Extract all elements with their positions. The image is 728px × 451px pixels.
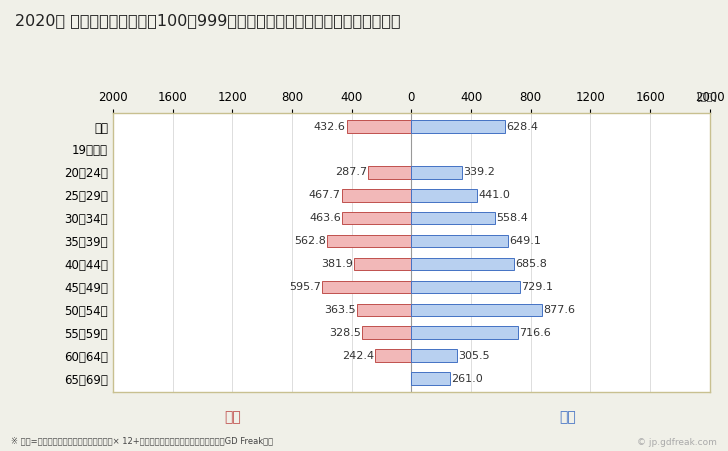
Text: 595.7: 595.7 bbox=[289, 282, 321, 292]
Text: 441.0: 441.0 bbox=[478, 190, 510, 200]
Bar bbox=[411, 212, 494, 225]
Text: 305.5: 305.5 bbox=[458, 351, 490, 361]
Text: 363.5: 363.5 bbox=[324, 305, 356, 315]
Bar bbox=[328, 235, 411, 248]
Text: 649.1: 649.1 bbox=[510, 236, 541, 246]
Bar bbox=[411, 235, 508, 248]
Bar bbox=[355, 258, 411, 270]
Text: 2020年 民間企業（従業者数100〜999人）フルタイム労働者の男女別平均年収: 2020年 民間企業（従業者数100〜999人）フルタイム労働者の男女別平均年収 bbox=[15, 14, 400, 28]
Text: 242.4: 242.4 bbox=[342, 351, 374, 361]
Text: 729.1: 729.1 bbox=[521, 282, 553, 292]
Text: 381.9: 381.9 bbox=[321, 259, 353, 269]
Text: [万円]: [万円] bbox=[696, 92, 717, 101]
Text: 558.4: 558.4 bbox=[496, 213, 528, 223]
Text: 女性: 女性 bbox=[224, 410, 242, 424]
Bar bbox=[411, 350, 457, 362]
Bar bbox=[357, 304, 411, 316]
Bar bbox=[363, 327, 411, 339]
Text: 463.6: 463.6 bbox=[309, 213, 341, 223]
Text: © jp.gdfreak.com: © jp.gdfreak.com bbox=[637, 438, 717, 447]
Text: 628.4: 628.4 bbox=[506, 121, 538, 132]
Text: 467.7: 467.7 bbox=[309, 190, 340, 200]
Text: 716.6: 716.6 bbox=[520, 328, 551, 338]
Bar bbox=[411, 373, 451, 385]
Bar bbox=[341, 189, 411, 202]
Text: 287.7: 287.7 bbox=[335, 167, 367, 177]
Bar bbox=[411, 304, 542, 316]
Bar bbox=[411, 120, 505, 133]
Bar bbox=[411, 166, 462, 179]
Text: 男性: 男性 bbox=[559, 410, 577, 424]
Text: 432.6: 432.6 bbox=[314, 121, 346, 132]
Bar bbox=[411, 258, 514, 270]
Bar bbox=[368, 166, 411, 179]
Bar bbox=[342, 212, 411, 225]
Bar bbox=[323, 281, 411, 293]
Text: 328.5: 328.5 bbox=[329, 328, 361, 338]
Text: 877.6: 877.6 bbox=[544, 305, 576, 315]
Bar bbox=[411, 327, 518, 339]
Text: 261.0: 261.0 bbox=[451, 373, 483, 384]
Bar bbox=[347, 120, 411, 133]
Bar bbox=[375, 350, 411, 362]
Text: 339.2: 339.2 bbox=[463, 167, 495, 177]
Bar bbox=[411, 189, 477, 202]
Bar bbox=[411, 281, 520, 293]
Text: 685.8: 685.8 bbox=[515, 259, 547, 269]
Text: ※ 年収=「きまって支給する現金給与額」× 12+「年間賞与その他特別給与額」としてGD Freak推計: ※ 年収=「きまって支給する現金給与額」× 12+「年間賞与その他特別給与額」と… bbox=[11, 437, 273, 446]
Text: 562.8: 562.8 bbox=[294, 236, 326, 246]
